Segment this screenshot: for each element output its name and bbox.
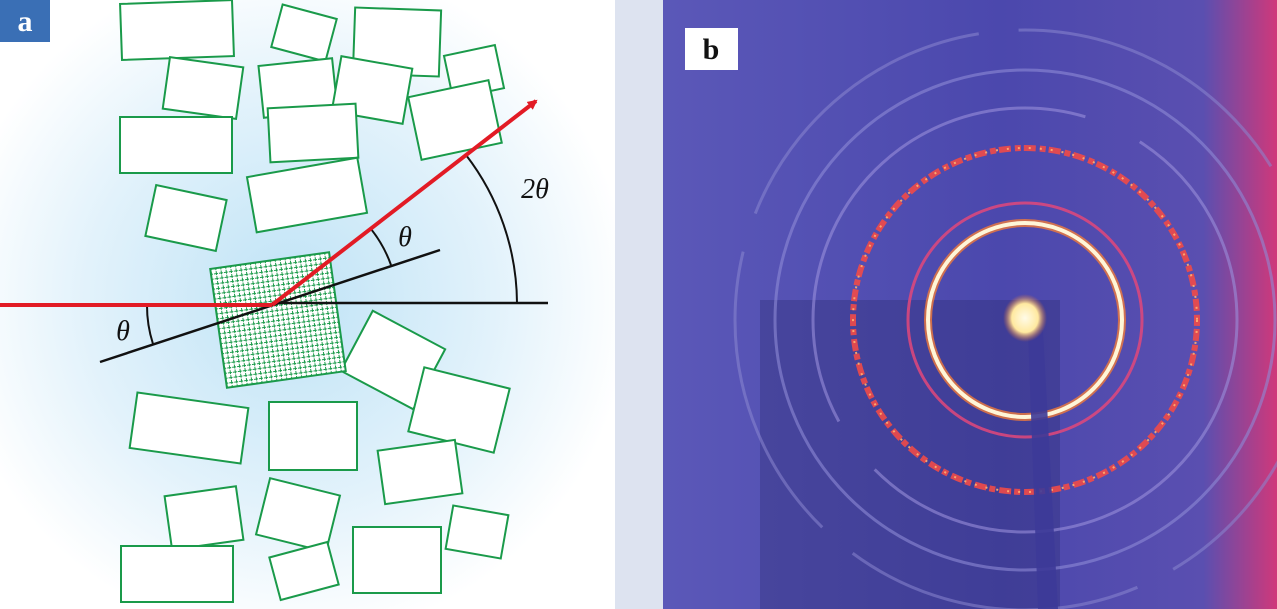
crystallite [268, 401, 358, 471]
angle-label: 2θ [521, 174, 549, 205]
crystallite [376, 438, 464, 506]
diffracted-beam [270, 99, 538, 307]
crystallite [120, 545, 234, 603]
crystallites [119, 0, 511, 603]
diffracting-crystal [209, 251, 347, 389]
crystallite [352, 526, 442, 594]
crystallite [266, 102, 360, 164]
panel-label-box [685, 28, 738, 70]
crystallite [119, 0, 235, 61]
crystallite [270, 3, 338, 63]
beam-stop [1028, 330, 1058, 609]
angle-arc-2theta [465, 154, 518, 304]
crystallite [245, 156, 369, 234]
panel-label-box [0, 0, 50, 42]
crystallite [119, 116, 233, 174]
crystallite [444, 504, 510, 560]
angle-label: θ [398, 222, 412, 253]
direct-beam [1003, 294, 1047, 342]
crystallite [163, 485, 245, 551]
separator [615, 0, 663, 609]
panel-label: a [18, 5, 33, 38]
crystallite [161, 55, 245, 121]
crystallite [268, 540, 340, 602]
crystallite [407, 78, 503, 162]
shadow-region [760, 300, 1060, 609]
crystallite [254, 476, 342, 554]
panel-label: b [703, 33, 720, 66]
crystallite [128, 391, 250, 465]
angle-label: θ [116, 316, 130, 347]
panel-b [663, 0, 1277, 609]
crystallite [144, 183, 228, 253]
detector-background [663, 0, 1277, 609]
diffraction-rings [733, 28, 1277, 609]
